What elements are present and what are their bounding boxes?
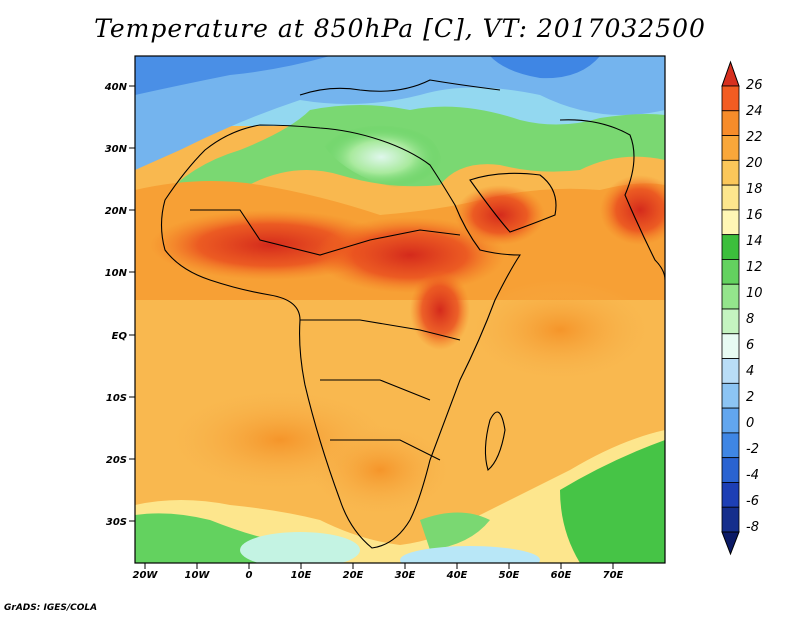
colorbar-box [721, 234, 740, 260]
map-title: Temperature at 850hPa [C], VT: 201703250… [94, 14, 706, 43]
lon-tick-label: 20E [343, 570, 364, 581]
lon-tick-label: 30E [395, 570, 416, 581]
colorbar-label: 22 [746, 130, 763, 145]
lat-tick-3: 10N [105, 268, 135, 279]
lat-tick-6: 20S [106, 455, 135, 466]
colorbar-label: 24 [746, 104, 763, 119]
colorbar-label: 6 [746, 338, 754, 353]
colorbar-label: 2 [746, 390, 754, 405]
lon-tick-label: 20W [133, 570, 159, 581]
lat-tick-label: 10N [105, 268, 128, 279]
colorbar-box [721, 209, 740, 236]
map-frame [134, 55, 666, 564]
colorbar-box [721, 457, 740, 483]
colorbar-bottom-arrow [721, 531, 740, 556]
lat-tick-label: 20S [106, 455, 127, 466]
colorbar-label: -4 [746, 468, 759, 483]
colorbar-box [721, 382, 740, 409]
coastlines [160, 79, 665, 549]
lon-tick-label: 10E [291, 570, 312, 581]
colorbar-label: 14 [746, 234, 763, 249]
colorbar-label: 12 [746, 260, 763, 275]
colorbar-label: -8 [746, 520, 759, 535]
colorbar-label: 8 [746, 312, 754, 327]
colorbar-label: 20 [746, 156, 763, 171]
colorbar-label: -2 [746, 442, 759, 457]
colorbar-box [721, 259, 740, 285]
colorbar-label: 26 [746, 78, 763, 93]
lat-tick-4: EQ [112, 331, 135, 342]
lat-tick-label: 20N [105, 206, 128, 217]
colorbar-box [721, 135, 740, 161]
lat-tick-2: 20N [105, 206, 135, 217]
lon-tick-label: 50E [499, 570, 520, 581]
lon-tick-6: 40E [446, 563, 468, 581]
colorbar-box [721, 159, 740, 186]
lon-tick-label: 10W [185, 570, 211, 581]
colorbar-top-arrow [721, 60, 740, 87]
colorbar-label: 4 [746, 364, 754, 379]
colorbar-label: 18 [746, 182, 763, 197]
colorbar-label: 10 [746, 286, 763, 301]
lat-tick-7: 30S [106, 517, 135, 528]
colorbar-box [721, 506, 740, 533]
colorbar-label: -6 [746, 494, 759, 509]
colorbar-box [721, 184, 740, 211]
lat-axis: 40N 30N 20N 10N EQ 10S 20S 30S [104, 82, 135, 528]
colorbar-box [721, 283, 740, 310]
lat-tick-0: 40N [104, 82, 135, 93]
lon-tick-5: 30E [395, 563, 416, 581]
colorbar-box [721, 333, 740, 359]
lon-axis: 20W 10W 0 10E 20E 30E 40E 50E 60E 70E [133, 563, 624, 581]
lat-tick-label: 30S [106, 517, 127, 528]
lon-tick-0: 20W [133, 563, 159, 581]
lat-tick-label: 40N [104, 82, 128, 93]
lon-tick-7: 50E [499, 563, 520, 581]
lon-tick-label: 40E [446, 570, 468, 581]
colorbar-labels: 26 24 22 20 18 16 14 12 10 8 6 4 2 0 -2 … [746, 78, 763, 535]
colorbar-box [721, 407, 740, 434]
lon-tick-4: 20E [343, 563, 364, 581]
lon-tick-9: 70E [603, 563, 624, 581]
lon-tick-1: 10W [185, 563, 211, 581]
colorbar-box [721, 482, 740, 508]
credit-text: GrADS: IGES/COLA [4, 603, 98, 613]
lon-tick-8: 60E [551, 563, 572, 581]
lon-tick-label: 0 [246, 570, 253, 581]
lat-tick-1: 30N [105, 144, 135, 155]
colorbar-box [721, 432, 740, 459]
colorbar-label: 16 [746, 208, 763, 223]
lon-tick-label: 60E [551, 570, 572, 581]
colorbar-box [721, 110, 740, 136]
lat-tick-label: 30N [105, 144, 128, 155]
lon-tick-label: 70E [603, 570, 624, 581]
colorbar-box [721, 308, 740, 335]
lat-tick-label: 10S [106, 393, 127, 404]
temperature-field [135, 56, 665, 563]
lat-tick-5: 10S [106, 393, 135, 404]
colorbar-box [721, 85, 740, 112]
lon-tick-3: 10E [291, 563, 312, 581]
colorbar-box [721, 358, 740, 384]
colorbar-label: 0 [746, 416, 754, 431]
lon-tick-2: 0 [246, 563, 253, 581]
lat-tick-label: EQ [112, 331, 128, 342]
colorbar-boxes [721, 60, 740, 556]
